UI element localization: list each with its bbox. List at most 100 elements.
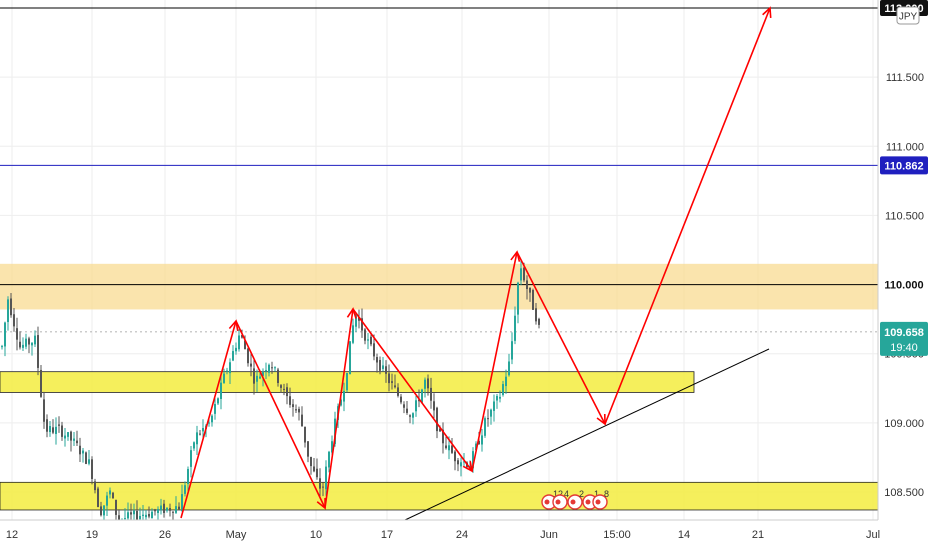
candle-body — [394, 385, 396, 387]
candle-body — [103, 505, 105, 515]
candle-body — [526, 280, 528, 289]
candle-body — [295, 409, 297, 410]
candle-body — [481, 435, 483, 444]
candle-body — [487, 418, 489, 419]
candle-body — [460, 462, 462, 466]
candle-body — [142, 515, 144, 516]
candle-body — [64, 436, 66, 439]
candle-body — [169, 508, 171, 511]
candle-body — [22, 345, 24, 348]
candle-body — [286, 387, 288, 396]
candle-body — [133, 511, 135, 515]
candle-body — [271, 367, 273, 368]
candle-body — [451, 445, 453, 452]
candle-body — [301, 415, 303, 427]
zone-support-2 — [0, 482, 878, 510]
price-tick-label: 108.500 — [884, 487, 924, 499]
candle-body — [25, 339, 27, 347]
candle-body — [37, 335, 39, 368]
candle-body — [457, 460, 459, 464]
time-tick-label: 24 — [456, 529, 468, 541]
candle-body — [445, 446, 447, 449]
candle-body — [277, 370, 279, 383]
candle-body — [124, 518, 126, 519]
candle-body — [382, 365, 384, 369]
candle-body — [34, 336, 36, 345]
candle-body — [46, 419, 48, 431]
candle-body — [370, 337, 372, 345]
candle-body — [538, 319, 540, 325]
candle-body — [403, 404, 405, 407]
time-tick-label: 19 — [86, 529, 98, 541]
candle-body — [211, 416, 213, 423]
candle-body — [1, 346, 3, 347]
candle-body — [373, 343, 375, 356]
candle-body — [319, 478, 321, 488]
candle-body — [76, 441, 78, 443]
candle-body — [322, 487, 324, 488]
candle-body — [157, 509, 159, 513]
time-tick-label: 14 — [678, 529, 690, 541]
candle-body — [427, 378, 429, 388]
projection-segment-2 — [325, 309, 353, 508]
price-zones — [0, 264, 878, 510]
candle-body — [496, 396, 498, 401]
candle-body — [199, 434, 201, 435]
grid-lines — [0, 0, 878, 520]
candle-body — [28, 338, 30, 344]
candle-body — [349, 341, 351, 374]
candle-body — [415, 400, 417, 411]
candle-body — [268, 365, 270, 373]
level-round-badge-text: 110.000 — [884, 280, 923, 292]
candle-body — [364, 329, 366, 340]
time-tick-label: Jul — [866, 529, 880, 541]
candle-body — [292, 404, 294, 407]
candle-body — [499, 397, 501, 399]
candle-body — [145, 515, 147, 517]
candle-body — [493, 402, 495, 411]
candle-body — [94, 481, 96, 490]
candle-body — [253, 368, 255, 383]
candle-body — [112, 493, 114, 498]
candle-body — [148, 514, 150, 517]
candle-body — [31, 343, 33, 345]
event-count: 8 — [604, 489, 609, 499]
candle-body — [511, 341, 513, 359]
candle-body — [406, 409, 408, 413]
candle-body — [127, 512, 129, 518]
candle-body — [316, 469, 318, 477]
candle-body — [535, 308, 537, 321]
candle-body — [55, 427, 57, 434]
event-icon-dot — [586, 500, 591, 505]
candle-body — [502, 384, 504, 395]
candle-body — [289, 396, 291, 405]
candle-body — [217, 398, 219, 403]
candle-body — [184, 485, 186, 494]
candle-body — [307, 441, 309, 456]
level-high-badge: 110.862 — [880, 156, 928, 174]
event-icon-dot — [596, 500, 601, 505]
candle-body — [520, 268, 522, 280]
candle-body — [19, 342, 21, 348]
candle-body — [391, 381, 393, 383]
time-tick-label: 15:00 — [603, 529, 631, 541]
candle-body — [280, 385, 282, 388]
candle-body — [529, 288, 531, 293]
candle-body — [352, 325, 354, 342]
candle-body — [523, 268, 525, 281]
candle-body — [166, 508, 168, 511]
candle-body — [454, 452, 456, 462]
level-round-badge: 110.000 — [880, 276, 928, 294]
candle-body — [250, 364, 252, 367]
candle-body — [325, 467, 327, 490]
candle-body — [223, 374, 225, 383]
candle-body — [154, 509, 156, 511]
candle-body — [436, 408, 438, 431]
event-icon-dot — [556, 500, 561, 505]
event-icon-dot — [545, 500, 550, 505]
candle-body — [328, 452, 330, 468]
projection-segment-6 — [605, 8, 770, 424]
candle-body — [187, 469, 189, 484]
